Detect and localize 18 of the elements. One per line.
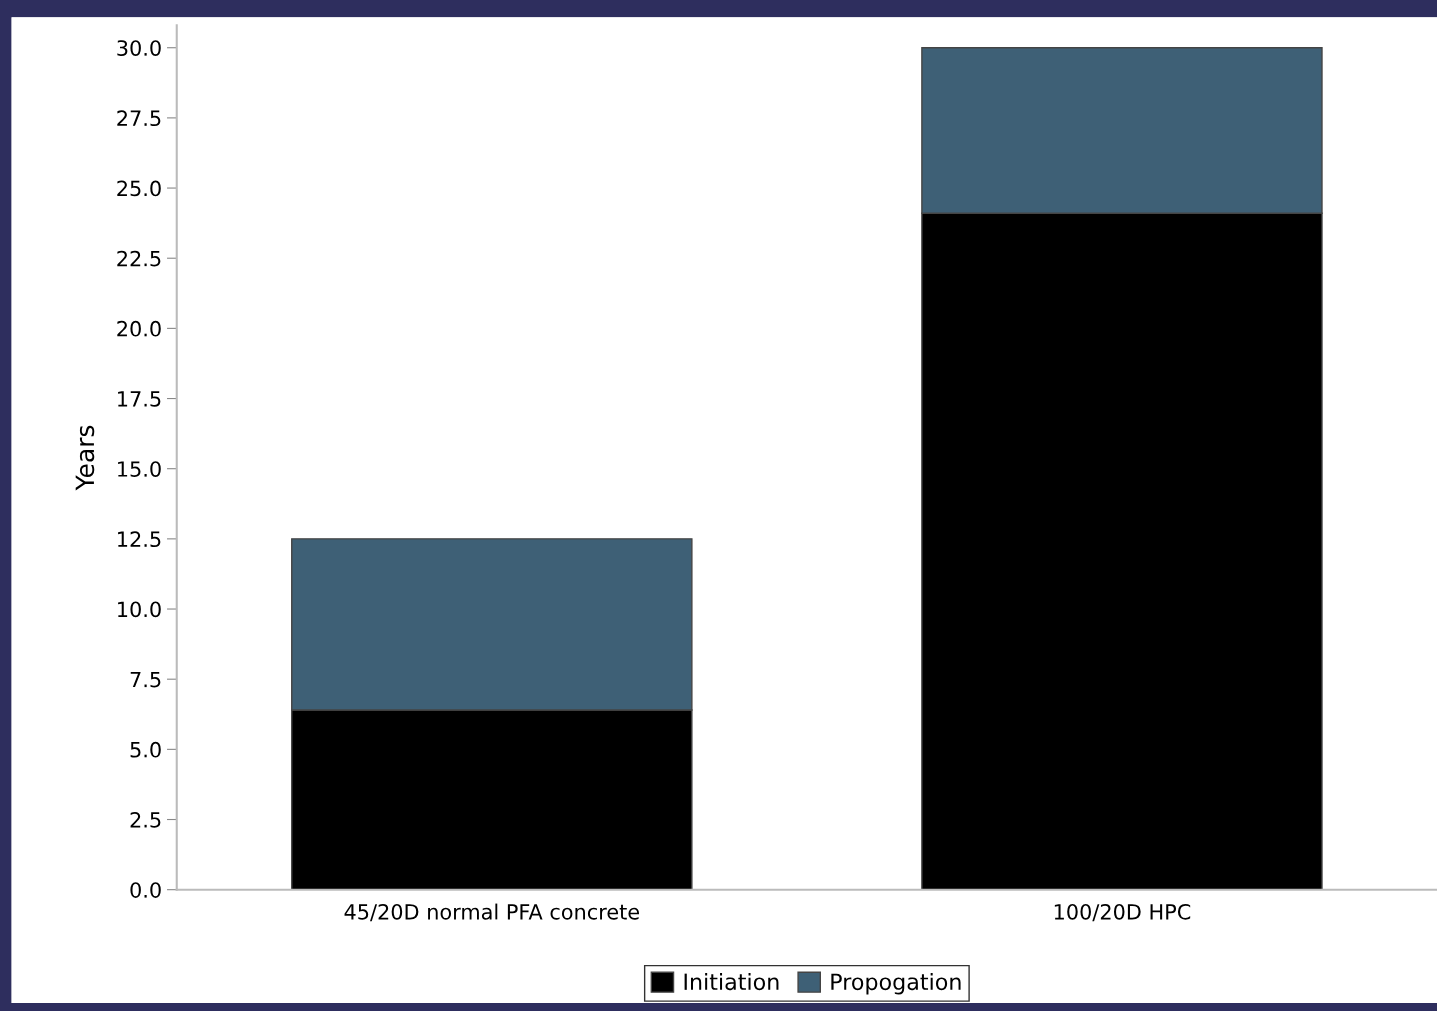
y-tick-label: 15.0 xyxy=(118,461,161,477)
y-tick-label: 22.5 xyxy=(117,250,161,267)
y-tick-label: 30.0 xyxy=(117,40,161,56)
y-tick-label: 25.0 xyxy=(117,180,161,197)
y-tick-label: 10.0 xyxy=(118,601,161,618)
y-tick-label: 0.0 xyxy=(130,882,161,898)
legend-label: Initiation xyxy=(684,972,779,991)
y-tick-label: 17.5 xyxy=(118,391,161,407)
x-tick-label: 100/20D HPC xyxy=(1054,903,1191,922)
y-tick-label: 12.5 xyxy=(118,531,161,548)
legend-label: Propogation xyxy=(831,972,961,995)
y-tick-label: 2.5 xyxy=(130,811,161,828)
x-tick-label: 45/20D normal PFA concrete xyxy=(344,903,640,922)
y-tick-label: 27.5 xyxy=(117,110,161,127)
y-tick-label: 20.0 xyxy=(117,320,161,337)
y-tick-label: 7.5 xyxy=(130,671,161,688)
y-axis-title: Years xyxy=(75,425,95,491)
y-tick-label: 5.0 xyxy=(130,741,161,758)
